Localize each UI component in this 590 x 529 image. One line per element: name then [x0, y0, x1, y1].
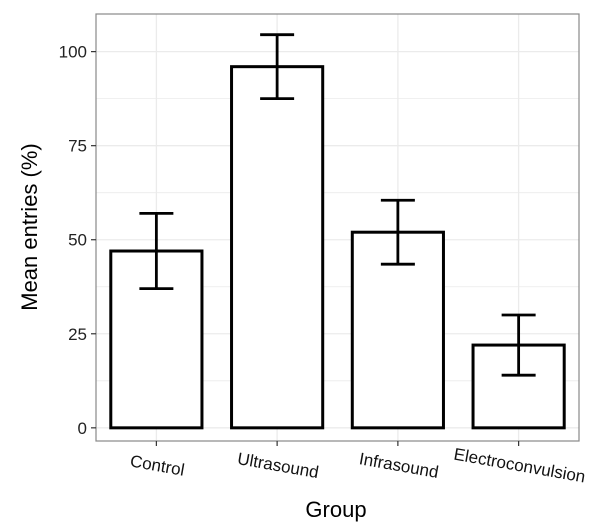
- bar-ultrasound: [230, 65, 325, 430]
- y-tick-label: 25: [68, 325, 87, 344]
- y-tick-label: 0: [78, 419, 87, 438]
- x-tick-label-electroconvulsion: Electroconvulsion: [452, 445, 587, 487]
- panel-border: [95, 13, 580, 442]
- x-axis-title: Group: [305, 497, 366, 522]
- error-bar-electroconvulsion: [501, 313, 536, 377]
- x-tick-label-control: Control: [129, 451, 186, 479]
- y-tick-label: 50: [68, 231, 87, 250]
- x-axis-ticks: Control Ultrasound Infrasound Electroconvul…: [129, 441, 587, 487]
- bar-layer: [109, 65, 566, 430]
- error-bar-ultrasound: [260, 33, 295, 101]
- error-bar-control: [139, 211, 174, 291]
- bar-infrasound: [350, 230, 445, 430]
- error-bar-layer: [139, 33, 536, 377]
- error-bar-infrasound: [380, 198, 415, 266]
- y-axis-title: Mean entries (%): [17, 143, 42, 311]
- y-tick-label: 75: [68, 137, 87, 156]
- bar-control: [109, 249, 204, 430]
- x-tick-label-ultrasound: Ultrasound: [236, 449, 320, 482]
- y-tick-label: 100: [59, 43, 87, 62]
- y-axis-ticks: 0 25 50 75 100: [59, 43, 96, 438]
- x-tick-label-infrasound: Infrasound: [358, 449, 440, 482]
